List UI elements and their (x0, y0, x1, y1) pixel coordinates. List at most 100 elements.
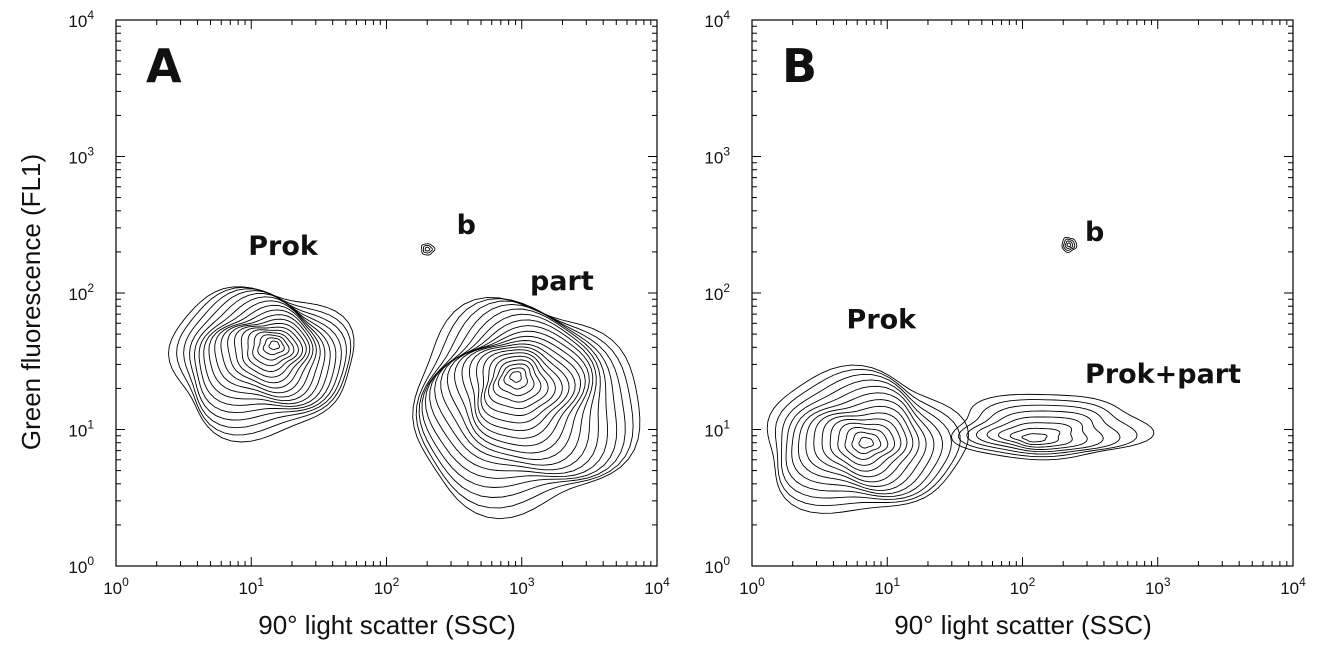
panel-b-x-axis-title: 90° light scatter (SSC) (894, 610, 1152, 640)
contour-line (168, 286, 355, 443)
contour-line (1063, 238, 1076, 251)
population-label: Prok (248, 231, 319, 262)
panel-a-ticks (115, 19, 658, 567)
contour-line (240, 326, 304, 378)
contour-line (252, 331, 295, 367)
contour-line (234, 322, 307, 384)
y-tick-exponent: 3 (87, 145, 94, 159)
population-label: Prok+part (1085, 359, 1241, 390)
y-tick-exponent: 0 (723, 554, 730, 568)
contour-line (262, 337, 285, 356)
contour-line (837, 422, 895, 466)
contour-line (986, 416, 1088, 450)
panel-a-x-axis-title: 90° light scatter (SSC) (258, 610, 516, 640)
contour-line (454, 335, 586, 454)
contour-line (247, 329, 299, 372)
contour-line (774, 368, 961, 507)
contour-line (1064, 240, 1074, 249)
contour-line (208, 304, 321, 402)
contour-line (268, 340, 281, 350)
contour-line (227, 318, 311, 389)
contour-line (829, 418, 902, 472)
contour-line (791, 385, 935, 495)
population-label: b (1085, 217, 1104, 248)
y-tick-exponent: 4 (87, 8, 94, 22)
y-tick-label: 104 (68, 8, 94, 31)
y-tick-label: 103 (704, 145, 730, 168)
contour-line (176, 286, 352, 436)
contour-line (461, 340, 581, 447)
y-tick-label: 102 (68, 281, 94, 304)
x-tick-exponent: 4 (1299, 575, 1306, 589)
contour-line (976, 410, 1104, 453)
contour-line (257, 334, 290, 361)
contour-line (198, 296, 331, 407)
population-label: b (457, 210, 476, 241)
contour-line (813, 405, 914, 483)
x-tick-exponent: 0 (122, 575, 129, 589)
panel-b-letter: B (782, 39, 817, 93)
contour-line (497, 363, 535, 397)
contour-line (203, 300, 326, 405)
contour-line (503, 367, 528, 390)
contour-line (415, 298, 634, 509)
x-tick-label: 103 (509, 575, 535, 598)
y-tick-label: 100 (68, 554, 94, 577)
x-tick-exponent: 1 (893, 575, 900, 589)
contour-line (418, 300, 626, 498)
contour-line (509, 371, 522, 383)
y-tick-exponent: 1 (723, 418, 730, 432)
x-tick-label: 100 (103, 575, 129, 598)
contour-line (194, 293, 337, 414)
contour-line (422, 244, 433, 254)
panel-b-frame (751, 19, 1294, 567)
x-tick-label: 104 (1280, 575, 1306, 598)
y-tick-exponent: 4 (723, 8, 730, 22)
y-tick-label: 100 (704, 554, 730, 577)
y-tick-label: 102 (704, 281, 730, 304)
contour-line (785, 379, 943, 498)
panel-a-letter: A (146, 39, 182, 93)
contour-line (492, 359, 542, 403)
contour-line (1061, 236, 1078, 253)
contour-line (476, 346, 570, 432)
contour-line (424, 246, 431, 252)
panel-b-population-labels: b Prok Prok+part (847, 217, 1242, 390)
x-tick-exponent: 1 (257, 575, 264, 589)
contour-line (966, 404, 1121, 455)
y-tick-label: 103 (68, 145, 94, 168)
x-tick-label: 100 (739, 575, 765, 598)
y-tick-exponent: 0 (87, 554, 94, 568)
contour-line (766, 364, 970, 514)
x-tick-exponent: 2 (1029, 575, 1036, 589)
contour-line (429, 313, 601, 475)
x-tick-label: 101 (238, 575, 264, 598)
contour-line (780, 373, 952, 500)
x-tick-exponent: 2 (393, 575, 400, 589)
contour-line (797, 392, 927, 491)
y-tick-exponent: 2 (723, 281, 730, 295)
y-tick-label: 104 (704, 8, 730, 31)
contour-line (958, 399, 1138, 458)
x-tick-label: 104 (644, 575, 670, 598)
x-tick-label: 102 (1010, 575, 1036, 598)
population-label: Prok (847, 304, 918, 335)
y-axis-title: Green fluorescence (FL1) (16, 154, 46, 450)
contour-line (434, 319, 597, 471)
panel-b-ticks (751, 19, 1294, 567)
y-tick-label: 101 (68, 418, 94, 441)
contour-line (440, 325, 594, 466)
panel-a-contours (168, 243, 641, 520)
contour-line (851, 431, 882, 455)
x-tick-exponent: 3 (1164, 575, 1171, 589)
y-tick-exponent: 3 (723, 145, 730, 159)
contour-line (1066, 242, 1072, 248)
y-tick-label: 101 (704, 418, 730, 441)
contour-line (998, 422, 1073, 448)
y-tick-exponent: 1 (87, 418, 94, 432)
panel-a-population-labels: Prok b part (248, 210, 594, 297)
contour-line (844, 426, 889, 460)
